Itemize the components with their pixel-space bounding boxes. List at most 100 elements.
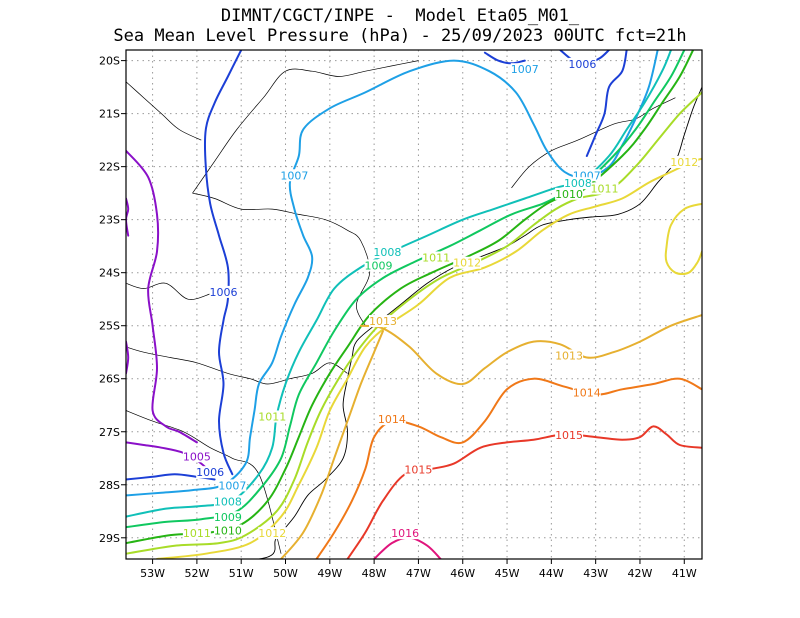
isobar-label-bg	[572, 386, 601, 399]
isobar-1012	[156, 157, 702, 559]
isobar-label-bg	[182, 450, 211, 463]
x-tick-label: 47W	[406, 567, 431, 580]
isobar-label: 1015	[404, 464, 432, 477]
isobar-label: 1009	[365, 259, 393, 272]
isobar-label-bg	[555, 429, 584, 442]
isobar-label-bg	[555, 187, 584, 200]
y-tick-label: 22S	[99, 161, 120, 174]
isobar-label-bg	[280, 169, 309, 182]
state-border	[126, 410, 282, 554]
isobar-label-bg	[209, 285, 238, 298]
isobar-1005	[126, 441, 216, 478]
isobar-label: 1011	[258, 410, 286, 423]
isobar-label: 1011	[591, 183, 619, 196]
chart-title-line-2: Sea Mean Level Pressure (hPa) - 25/09/20…	[113, 26, 687, 46]
isobar-1015	[346, 425, 702, 559]
y-tick-label: 23S	[99, 214, 120, 227]
isobar-label-bg	[404, 463, 433, 476]
coastline	[126, 86, 702, 559]
x-tick-label: 53W	[140, 567, 165, 580]
isobar-1008	[126, 50, 672, 518]
isobar-label-bg	[590, 182, 619, 195]
x-tick-label: 44W	[539, 567, 564, 580]
isobar-label-bg	[510, 63, 539, 76]
isobar-label-bg	[218, 479, 247, 492]
isobar-label-bg	[453, 256, 482, 269]
x-tick-label: 42W	[628, 567, 653, 580]
chart-title-line-1: DIMNT/CGCT/INPE - Model Eta05_M01_	[220, 6, 580, 26]
isobar-1005	[126, 197, 130, 237]
y-tick-label: 28S	[99, 479, 120, 492]
x-tick-label: 48W	[362, 567, 387, 580]
isobar-label: 1011	[183, 527, 211, 540]
isobar-1005	[126, 340, 130, 375]
x-tick-label: 50W	[273, 567, 298, 580]
isobar-label: 1010	[214, 524, 242, 537]
isobar-label-bg	[377, 413, 406, 426]
y-tick-label: 21S	[99, 108, 120, 121]
isobar-label-bg	[373, 246, 402, 259]
y-tick-label: 26S	[99, 373, 120, 386]
isobar-label: 1007	[280, 169, 308, 182]
isobar-1013	[280, 330, 384, 559]
isobar-label: 1009	[214, 511, 242, 524]
isobar-label-bg	[258, 410, 287, 423]
grid-lines	[126, 50, 702, 559]
isobar-1006	[203, 50, 243, 476]
isobar-label-bg	[258, 527, 287, 540]
isobar-1006	[483, 51, 526, 65]
isobar-1006	[585, 50, 628, 157]
isobar-label: 1012	[258, 527, 286, 540]
isobar-label: 1007	[511, 63, 539, 76]
y-tick-label: 27S	[99, 426, 120, 439]
isobar-label-bg	[670, 155, 699, 168]
x-tick-label: 45W	[495, 567, 520, 580]
x-tick-label: 51W	[229, 567, 254, 580]
isobar-label: 1008	[214, 495, 242, 508]
isobar-label: 1013	[555, 350, 583, 363]
state-border	[126, 81, 202, 141]
isobar-label: 1006	[196, 466, 224, 479]
axis-ticks: 53W 52W 51W 50W 49W 48W 47W 46W 45W 44W 43W 42W 41W 2…	[99, 55, 697, 580]
isobar-label: 1012	[670, 156, 698, 169]
x-tick-label: 46W	[450, 567, 475, 580]
state-border	[192, 192, 371, 326]
isobar-label-bg	[555, 349, 584, 362]
isobar-label: 1006	[209, 286, 237, 299]
isobar-1016	[373, 536, 442, 559]
isobar-label: 1006	[568, 58, 596, 71]
isobar-label: 1008	[373, 246, 401, 259]
y-tick-label: 29S	[99, 532, 120, 545]
isobar-1012	[664, 202, 702, 276]
isobar-label-bg	[568, 57, 597, 70]
isobar-label-bg	[213, 524, 242, 537]
isobar-label-bg	[182, 527, 211, 540]
isobar-1014	[315, 377, 702, 559]
isobar-1010	[126, 50, 695, 545]
isobar-label: 1012	[453, 257, 481, 270]
plot-frame	[125, 49, 703, 560]
state-border	[126, 282, 211, 300]
y-tick-label: 24S	[99, 267, 120, 280]
y-tick-label: 25S	[99, 320, 120, 333]
isobar-label: 1010	[555, 188, 583, 201]
state-border	[126, 346, 348, 385]
isobar-contours	[126, 50, 702, 559]
isobar-label: 1008	[564, 177, 592, 190]
isobar-label: 1014	[378, 413, 406, 426]
isobar-1013	[359, 314, 702, 386]
x-tick-label: 49W	[317, 567, 342, 580]
isobar-1009	[126, 50, 686, 529]
x-tick-label: 41W	[672, 567, 697, 580]
x-tick-label: 52W	[184, 567, 209, 580]
y-tick-label: 20S	[99, 55, 120, 68]
x-tick-label: 43W	[583, 567, 608, 580]
isobar-label-bg	[196, 466, 225, 479]
isobar-1005	[126, 149, 198, 444]
isobar-label: 1013	[369, 315, 397, 328]
state-border	[192, 60, 419, 194]
isobar-label-bg	[391, 527, 420, 540]
geography-lines	[126, 60, 702, 559]
